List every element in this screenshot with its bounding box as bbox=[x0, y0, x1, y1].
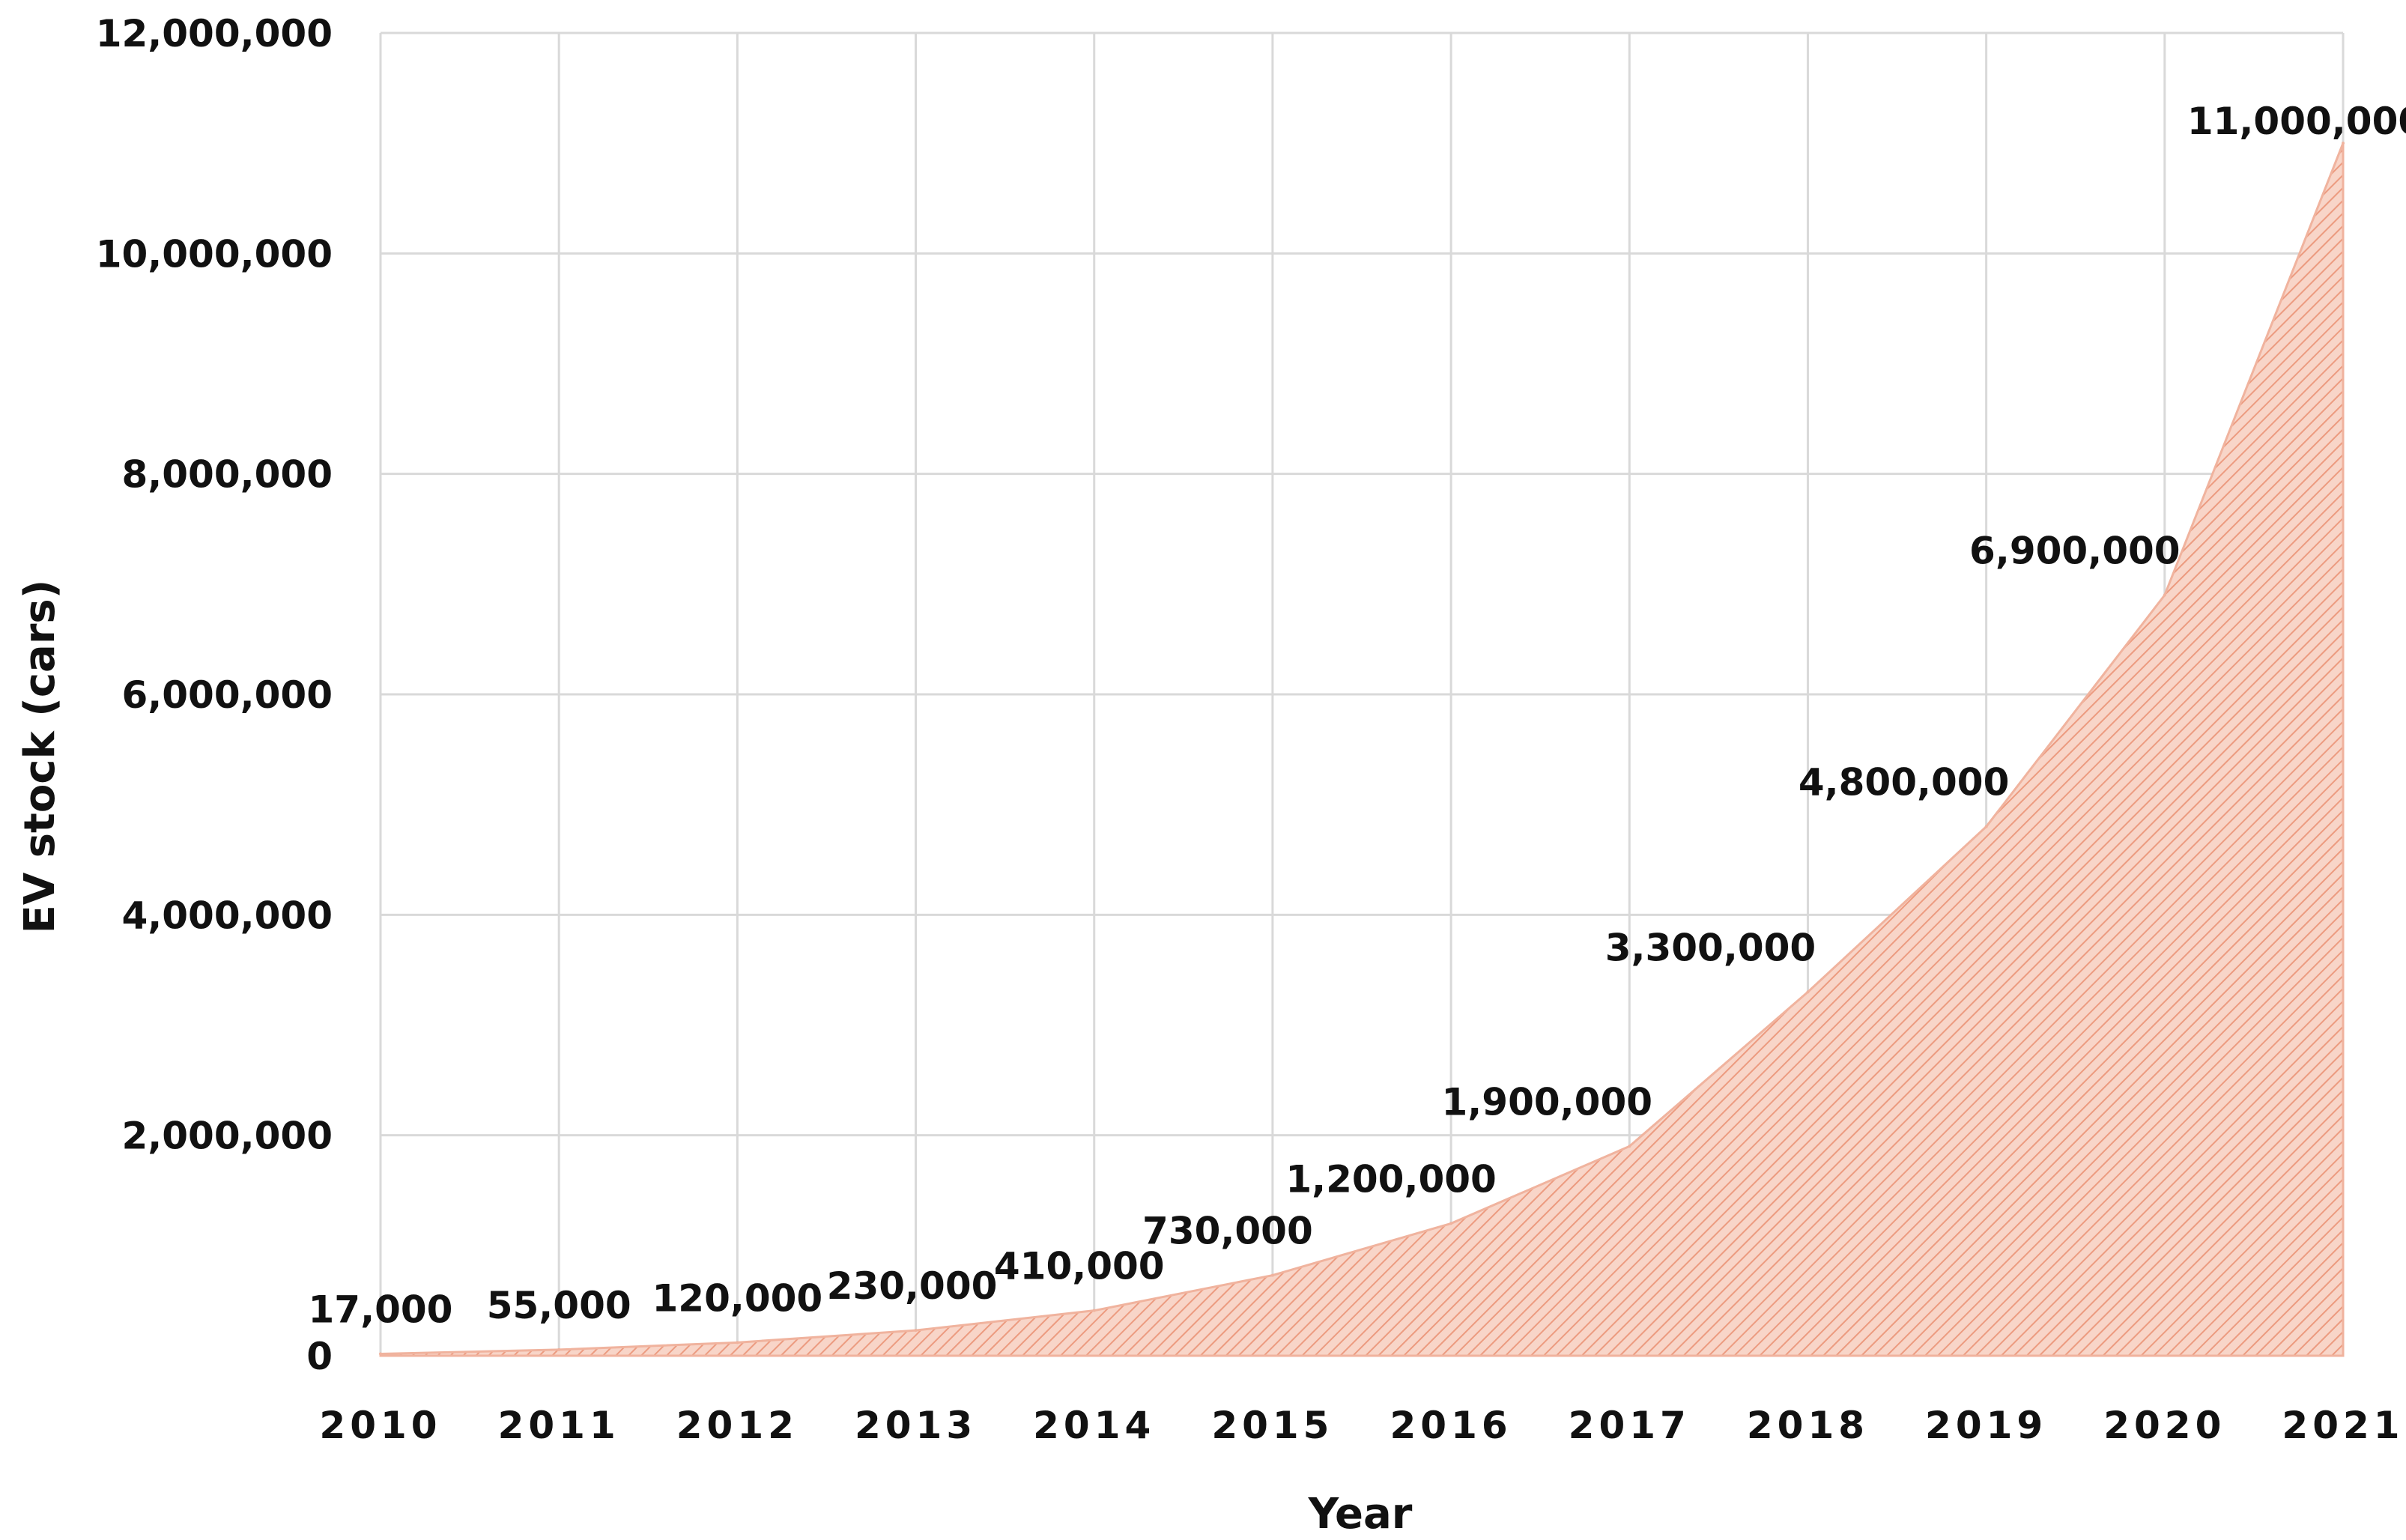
data-point-2020 bbox=[2163, 593, 2166, 597]
x-tick-label: 2012 bbox=[676, 1404, 799, 1447]
y-tick-label: 8,000,000 bbox=[121, 453, 333, 497]
x-tick-label: 2019 bbox=[1925, 1404, 2047, 1447]
data-label: 17,000 bbox=[309, 1288, 453, 1331]
x-tick-label: 2010 bbox=[319, 1404, 441, 1447]
y-axis-title: EV stock (cars) bbox=[16, 580, 64, 934]
y-tick-label: 2,000,000 bbox=[121, 1115, 333, 1158]
data-point-2021 bbox=[2342, 142, 2345, 145]
data-label: 410,000 bbox=[994, 1245, 1165, 1288]
data-point-2011 bbox=[557, 1348, 561, 1351]
x-tick-label: 2011 bbox=[498, 1404, 620, 1447]
data-label: 120,000 bbox=[652, 1276, 822, 1320]
data-label: 3,300,000 bbox=[1605, 926, 1816, 969]
x-axis-title: Year bbox=[1308, 1490, 1413, 1539]
x-tick-label: 2018 bbox=[1747, 1404, 1869, 1447]
x-tick-label: 2016 bbox=[1390, 1404, 1512, 1447]
data-label: 1,900,000 bbox=[1442, 1080, 1653, 1124]
data-point-2015 bbox=[1270, 1273, 1274, 1277]
data-point-2018 bbox=[1806, 990, 1810, 994]
data-point-2013 bbox=[914, 1329, 918, 1333]
data-point-2016 bbox=[1449, 1222, 1453, 1225]
data-point-2012 bbox=[736, 1341, 739, 1345]
data-label: 1,200,000 bbox=[1285, 1157, 1497, 1201]
data-label: 730,000 bbox=[1142, 1210, 1313, 1253]
y-tick-label: 10,000,000 bbox=[96, 232, 333, 276]
x-tick-label: 2014 bbox=[1033, 1404, 1155, 1447]
data-label: 11,000,000 bbox=[2187, 100, 2406, 143]
y-tick-label: 4,000,000 bbox=[121, 894, 333, 937]
data-labels: 17,000 55,000 120,000 230,000410,000730,000… bbox=[309, 100, 2406, 1331]
y-axis-ticks: 0 2,000,000 4,000,000 6,000,000 8,000,000 10,… bbox=[96, 12, 333, 1378]
area-series bbox=[379, 142, 2345, 1357]
y-tick-label: 6,000,000 bbox=[121, 673, 333, 717]
data-label: 6,900,000 bbox=[1969, 530, 2181, 573]
data-point-2014 bbox=[1092, 1309, 1096, 1312]
x-tick-label: 2020 bbox=[2103, 1404, 2225, 1447]
data-point-2010 bbox=[379, 1352, 382, 1356]
data-label: 4,800,000 bbox=[1799, 761, 2010, 804]
data-label: 230,000 bbox=[827, 1264, 998, 1308]
x-tick-label: 2015 bbox=[1211, 1404, 1333, 1447]
data-point-2019 bbox=[1984, 825, 1988, 828]
data-point-2017 bbox=[1628, 1145, 1631, 1148]
y-tick-label: 12,000,000 bbox=[96, 12, 333, 55]
x-axis-ticks: 2010 2011 2012 2013 2014 2015 2016 2017 2018 2019… bbox=[319, 1404, 2404, 1447]
y-tick-label: 0 bbox=[306, 1335, 333, 1378]
x-tick-label: 2017 bbox=[1569, 1404, 1691, 1447]
x-tick-label: 2013 bbox=[855, 1404, 977, 1447]
data-label: 55,000 bbox=[487, 1284, 631, 1327]
x-tick-label: 2021 bbox=[2282, 1404, 2404, 1447]
